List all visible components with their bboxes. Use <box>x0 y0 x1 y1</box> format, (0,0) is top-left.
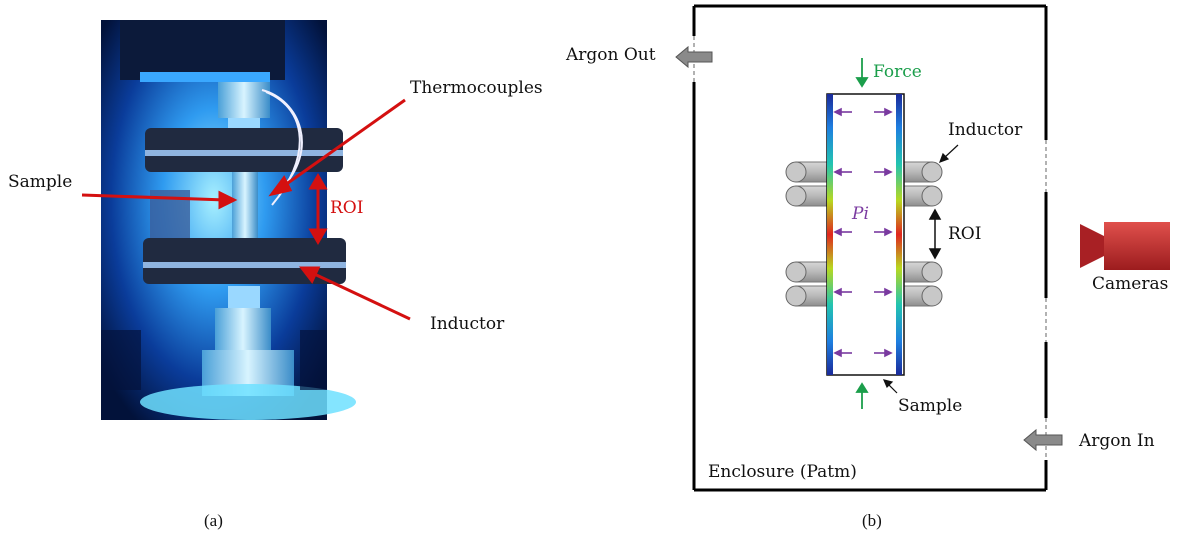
argon-out-label: Argon Out <box>566 45 656 65</box>
roi-label-b: ROI <box>948 224 982 244</box>
argon-in-label: Argon In <box>1079 431 1155 451</box>
thermocouples-label: Thermocouples <box>410 78 543 98</box>
thermocouples-arrowhead <box>268 175 293 197</box>
pressure-inner-label: Pi <box>852 204 869 224</box>
caption-b: (b) <box>862 511 882 530</box>
force-label: Force <box>873 62 922 82</box>
roi-arrow-b <box>928 208 942 260</box>
roi-arrowhead-top <box>308 173 328 190</box>
inductor-leader <box>943 144 959 159</box>
leader-arrows <box>882 144 959 394</box>
pressure-arrows <box>833 107 893 358</box>
sample-label-b: Sample <box>898 396 963 416</box>
sample-tube <box>826 93 905 376</box>
enclosure-box <box>692 4 1048 492</box>
inductor-label-b: Inductor <box>948 120 1023 140</box>
camera-icon <box>1080 222 1170 270</box>
inductor-arrowhead <box>298 266 321 284</box>
roi-arrowhead-bottom <box>308 228 328 245</box>
cameras-label: Cameras <box>1092 274 1169 294</box>
test-rig-photo <box>101 20 356 420</box>
inductor-arrow-a <box>309 270 411 321</box>
caption-a: (a) <box>204 511 223 530</box>
sample-arrowhead <box>218 190 238 210</box>
argon-in-arrow <box>1023 428 1063 452</box>
inductor-coils <box>785 161 943 307</box>
enclosure-label: Enclosure (Patm) <box>708 462 857 482</box>
force-arrows <box>855 58 869 409</box>
inductor-label-a: Inductor <box>430 314 505 334</box>
annotation-arrows-a <box>81 98 411 321</box>
sample-label-a: Sample <box>8 172 73 192</box>
argon-out-arrow <box>675 45 713 69</box>
sample-arrow <box>81 193 227 202</box>
thermocouples-arrow <box>277 98 406 192</box>
roi-label-a: ROI <box>330 198 364 218</box>
